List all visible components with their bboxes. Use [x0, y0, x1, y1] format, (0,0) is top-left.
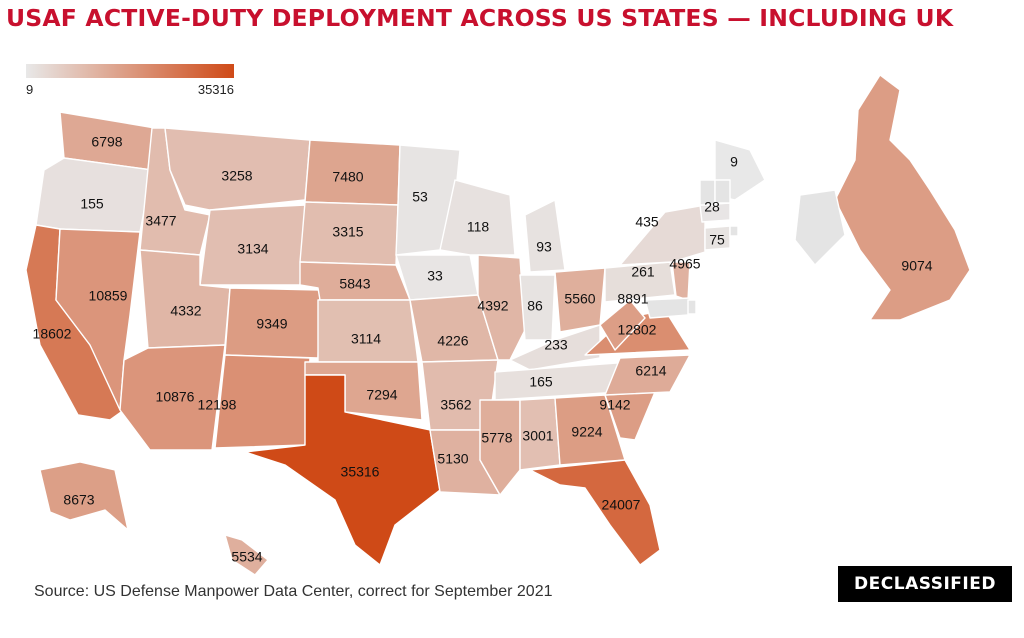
value-label-nc: 6214	[635, 363, 666, 379]
value-label-me: 9	[730, 154, 738, 170]
region-md	[644, 297, 691, 319]
value-label-tn: 165	[529, 374, 553, 390]
value-label-az: 10876	[156, 389, 195, 405]
value-label-wa: 6798	[91, 134, 122, 150]
region-tx	[244, 374, 441, 566]
source-note: Source: US Defense Manpower Data Center,…	[34, 583, 553, 600]
value-label-ar: 3562	[440, 397, 471, 413]
value-label-or: 155	[80, 196, 104, 212]
legend-gradient-bar	[26, 64, 234, 78]
value-label-sd: 3315	[332, 224, 363, 240]
value-label-wv: 8891	[617, 291, 648, 307]
value-label-hi: 5534	[231, 549, 262, 565]
value-label-ky: 233	[544, 337, 568, 353]
value-label-nm: 12198	[198, 397, 237, 413]
value-label-mn: 53	[412, 189, 428, 205]
choropleth-map: 6798155186021085934773258313443321087693…	[25, 74, 971, 576]
value-label-il: 4392	[477, 298, 508, 314]
region-ms	[479, 399, 521, 496]
value-label-sc: 9142	[599, 397, 630, 413]
value-label-mt: 3258	[221, 168, 252, 184]
value-label-in: 86	[527, 298, 543, 314]
region-uk	[834, 74, 971, 321]
value-label-ny: 435	[635, 214, 659, 230]
region-nc	[604, 354, 691, 396]
region-wi	[439, 179, 516, 256]
value-label-ca: 18602	[33, 326, 72, 342]
value-label-ak: 8673	[63, 492, 94, 508]
color-legend: 9 35316	[26, 64, 234, 97]
region-az	[119, 344, 226, 451]
value-label-wi: 118	[467, 219, 490, 235]
value-label-ma: 28	[704, 199, 720, 215]
value-label-wy: 3134	[237, 241, 268, 257]
legend-max-label: 35316	[197, 82, 234, 97]
value-label-uk: 9074	[901, 258, 932, 274]
value-label-mi: 93	[536, 239, 552, 255]
value-label-nj: 4965	[669, 256, 700, 272]
region-fl	[529, 459, 661, 566]
value-label-mo: 4226	[437, 333, 468, 349]
value-label-ga: 9224	[571, 424, 602, 440]
region-in	[519, 274, 556, 341]
region-vt	[699, 179, 716, 206]
region-nh	[714, 179, 731, 204]
value-label-ms: 5778	[481, 430, 512, 446]
region-de	[687, 299, 697, 315]
value-label-ks: 3114	[351, 331, 381, 347]
value-label-ok: 7294	[366, 387, 397, 403]
region-ri	[729, 225, 739, 237]
map-title: USAF ACTIVE-DUTY DEPLOYMENT ACROSS US ST…	[6, 4, 954, 32]
region-ie	[794, 189, 846, 266]
value-label-co: 9349	[256, 316, 287, 332]
region-ak	[39, 461, 129, 531]
brand-logo: DECLASSIFIED UK	[838, 566, 1012, 630]
value-label-tx: 35316	[341, 464, 380, 480]
value-label-va: 12802	[618, 322, 657, 338]
value-label-nd: 7480	[332, 169, 363, 185]
value-label-pa: 261	[631, 264, 655, 280]
value-label-ct: 75	[709, 232, 725, 248]
region-mi	[524, 199, 566, 273]
value-label-ia: 33	[427, 268, 443, 284]
value-label-nv: 10859	[89, 288, 128, 304]
region-hi	[224, 534, 269, 576]
legend-min-label: 9	[26, 82, 34, 97]
value-label-fl: 24007	[602, 497, 641, 513]
value-label-ut: 4332	[170, 303, 201, 319]
value-label-ne: 5843	[339, 276, 370, 292]
value-label-oh: 5560	[564, 291, 595, 307]
value-label-id: 3477	[145, 213, 176, 229]
value-label-al: 3001	[522, 428, 553, 444]
region-wv	[599, 299, 646, 351]
region-ct	[704, 225, 731, 251]
value-label-la: 5130	[437, 451, 468, 467]
